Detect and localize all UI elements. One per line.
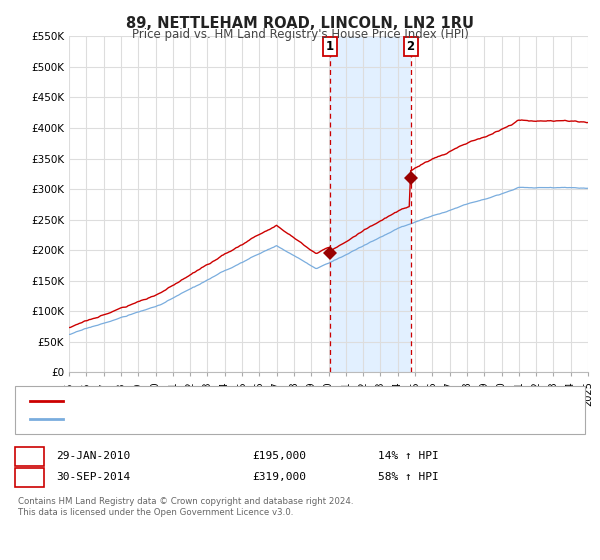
Text: £195,000: £195,000 (252, 451, 306, 461)
Text: 89, NETTLEHAM ROAD, LINCOLN, LN2 1RU: 89, NETTLEHAM ROAD, LINCOLN, LN2 1RU (126, 16, 474, 31)
Bar (330, 36, 410, 372)
Text: Contains HM Land Registry data © Crown copyright and database right 2024.: Contains HM Land Registry data © Crown c… (18, 497, 353, 506)
Text: 58% ↑ HPI: 58% ↑ HPI (378, 472, 439, 482)
Text: 2: 2 (407, 40, 415, 53)
Text: 2: 2 (25, 470, 34, 484)
Text: 29-JAN-2010: 29-JAN-2010 (56, 451, 130, 461)
Text: 30-SEP-2014: 30-SEP-2014 (56, 472, 130, 482)
Text: 1: 1 (326, 40, 334, 53)
Text: Price paid vs. HM Land Registry's House Price Index (HPI): Price paid vs. HM Land Registry's House … (131, 28, 469, 41)
Text: 1: 1 (25, 450, 34, 463)
Text: HPI: Average price, detached house, Lincoln: HPI: Average price, detached house, Linc… (72, 414, 313, 424)
Text: This data is licensed under the Open Government Licence v3.0.: This data is licensed under the Open Gov… (18, 508, 293, 517)
Text: £319,000: £319,000 (252, 472, 306, 482)
Text: 89, NETTLEHAM ROAD, LINCOLN, LN2 1RU (detached house): 89, NETTLEHAM ROAD, LINCOLN, LN2 1RU (de… (72, 396, 403, 406)
Text: 14% ↑ HPI: 14% ↑ HPI (378, 451, 439, 461)
